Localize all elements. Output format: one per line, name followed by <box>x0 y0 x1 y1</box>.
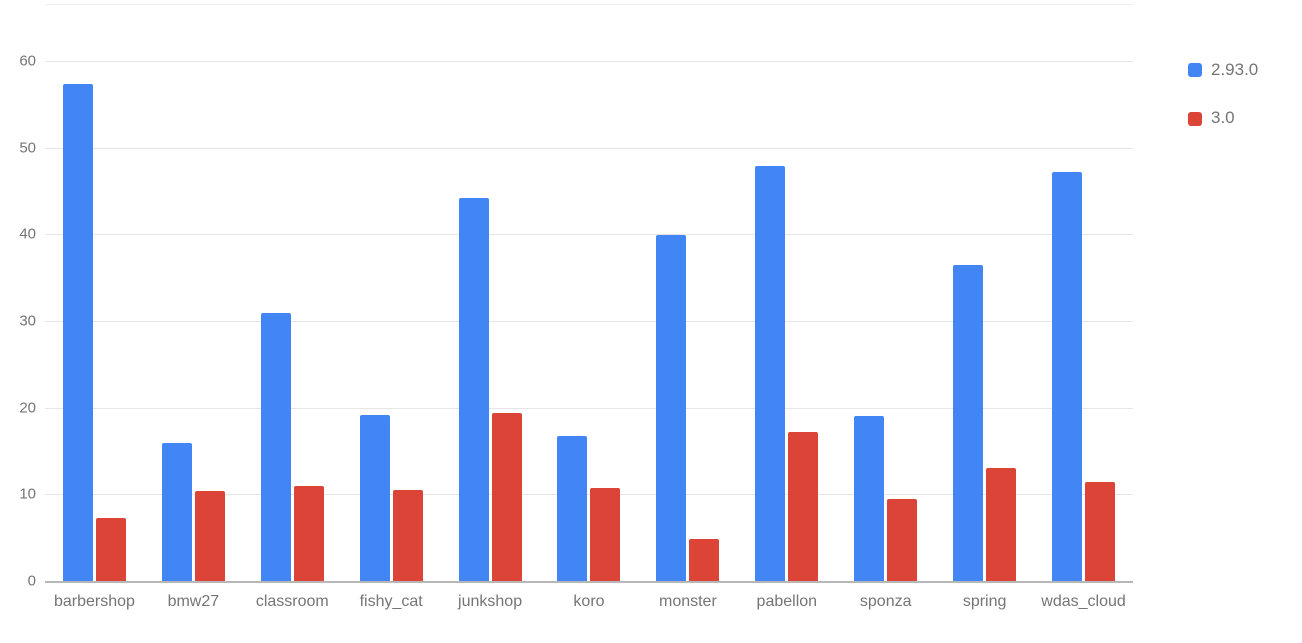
y-tick-label-60: 60 <box>19 52 36 70</box>
bar-barbershop-3.0[interactable] <box>95 517 126 582</box>
bar-group-koro <box>540 5 639 582</box>
y-tick-label-40: 40 <box>19 225 36 243</box>
x-axis-line <box>45 581 1133 583</box>
bar-group-fishy_cat <box>342 5 441 582</box>
legend-item-3.0: 3.0 <box>1188 108 1258 128</box>
bar-wdas_cloud-2.93.0[interactable] <box>1052 172 1083 582</box>
bar-group-bmw27 <box>144 5 243 582</box>
bar-groups <box>45 5 1133 582</box>
gridline-50 <box>45 147 1133 149</box>
x-tick-label-fishy_cat: fishy_cat <box>359 593 423 610</box>
y-tick-label-20: 20 <box>19 399 36 417</box>
bar-junkshop-3.0[interactable] <box>491 413 522 582</box>
bar-fishy_cat-2.93.0[interactable] <box>359 414 390 582</box>
legend: 2.93.0 3.0 <box>1188 60 1258 157</box>
bar-pabellon-2.93.0[interactable] <box>755 166 786 582</box>
bar-barbershop-2.93.0[interactable] <box>62 83 93 582</box>
bar-wdas_cloud-3.0[interactable] <box>1085 481 1116 582</box>
x-tick-label-sponza: sponza <box>859 593 912 610</box>
bar-spring-2.93.0[interactable] <box>953 264 984 582</box>
gridline-10 <box>45 494 1133 496</box>
legend-label-2.93.0: 2.93.0 <box>1211 60 1259 79</box>
x-axis-labels: barbershop bmw27 classroom fishy_cat junksho… <box>45 593 1133 611</box>
legend-item-2.93.0: 2.93.0 <box>1188 60 1258 80</box>
x-tick-label-monster: monster <box>658 593 717 610</box>
bar-classroom-2.93.0[interactable] <box>260 313 291 582</box>
bar-junkshop-2.93.0[interactable] <box>458 198 489 582</box>
bar-bmw27-3.0[interactable] <box>194 491 225 582</box>
bar-pabellon-3.0[interactable] <box>788 432 819 582</box>
bar-classroom-3.0[interactable] <box>293 485 324 582</box>
bar-monster-2.93.0[interactable] <box>656 235 687 582</box>
bar-group-sponza <box>836 5 935 582</box>
bar-fishy_cat-3.0[interactable] <box>392 490 423 582</box>
x-tick-label-pabellon: pabellon <box>756 593 818 610</box>
bar-group-pabellon <box>737 5 836 582</box>
legend-label-3.0: 3.0 <box>1211 108 1235 128</box>
bar-koro-3.0[interactable] <box>590 488 621 582</box>
gridline-30 <box>45 321 1133 323</box>
x-tick-label-wdas_cloud: wdas_cloud <box>1041 593 1126 610</box>
bar-monster-3.0[interactable] <box>689 538 720 582</box>
x-tick-label-junkshop: junkshop <box>458 593 523 610</box>
legend-swatch-3.0 <box>1188 111 1202 126</box>
gridline-60 <box>45 61 1133 63</box>
bar-bmw27-2.93.0[interactable] <box>161 443 192 582</box>
x-tick-label-koro: koro <box>573 593 605 610</box>
x-tick-label-barbershop: barbershop <box>53 593 135 610</box>
bar-group-barbershop <box>45 5 144 582</box>
bar-spring-3.0[interactable] <box>986 467 1017 582</box>
bar-group-wdas_cloud <box>1034 5 1133 582</box>
bar-sponza-2.93.0[interactable] <box>854 415 885 582</box>
y-tick-label-30: 30 <box>19 312 36 330</box>
y-tick-label-10: 10 <box>19 485 36 503</box>
gridline-20 <box>45 407 1133 409</box>
x-tick-label-spring: spring <box>962 593 1007 610</box>
bar-group-junkshop <box>441 5 540 582</box>
bar-sponza-3.0[interactable] <box>887 498 918 582</box>
gridline-40 <box>45 234 1133 236</box>
bar-group-spring <box>935 5 1034 582</box>
bar-group-monster <box>638 5 737 582</box>
x-tick-label-bmw27: bmw27 <box>167 593 220 610</box>
plot-area <box>45 4 1133 583</box>
bar-group-classroom <box>243 5 342 582</box>
bar-koro-2.93.0[interactable] <box>557 435 588 582</box>
y-tick-label-0: 0 <box>27 572 36 590</box>
x-tick-label-classroom: classroom <box>255 593 329 610</box>
legend-swatch-2.93.0 <box>1188 63 1202 78</box>
y-tick-label-50: 50 <box>19 139 36 157</box>
